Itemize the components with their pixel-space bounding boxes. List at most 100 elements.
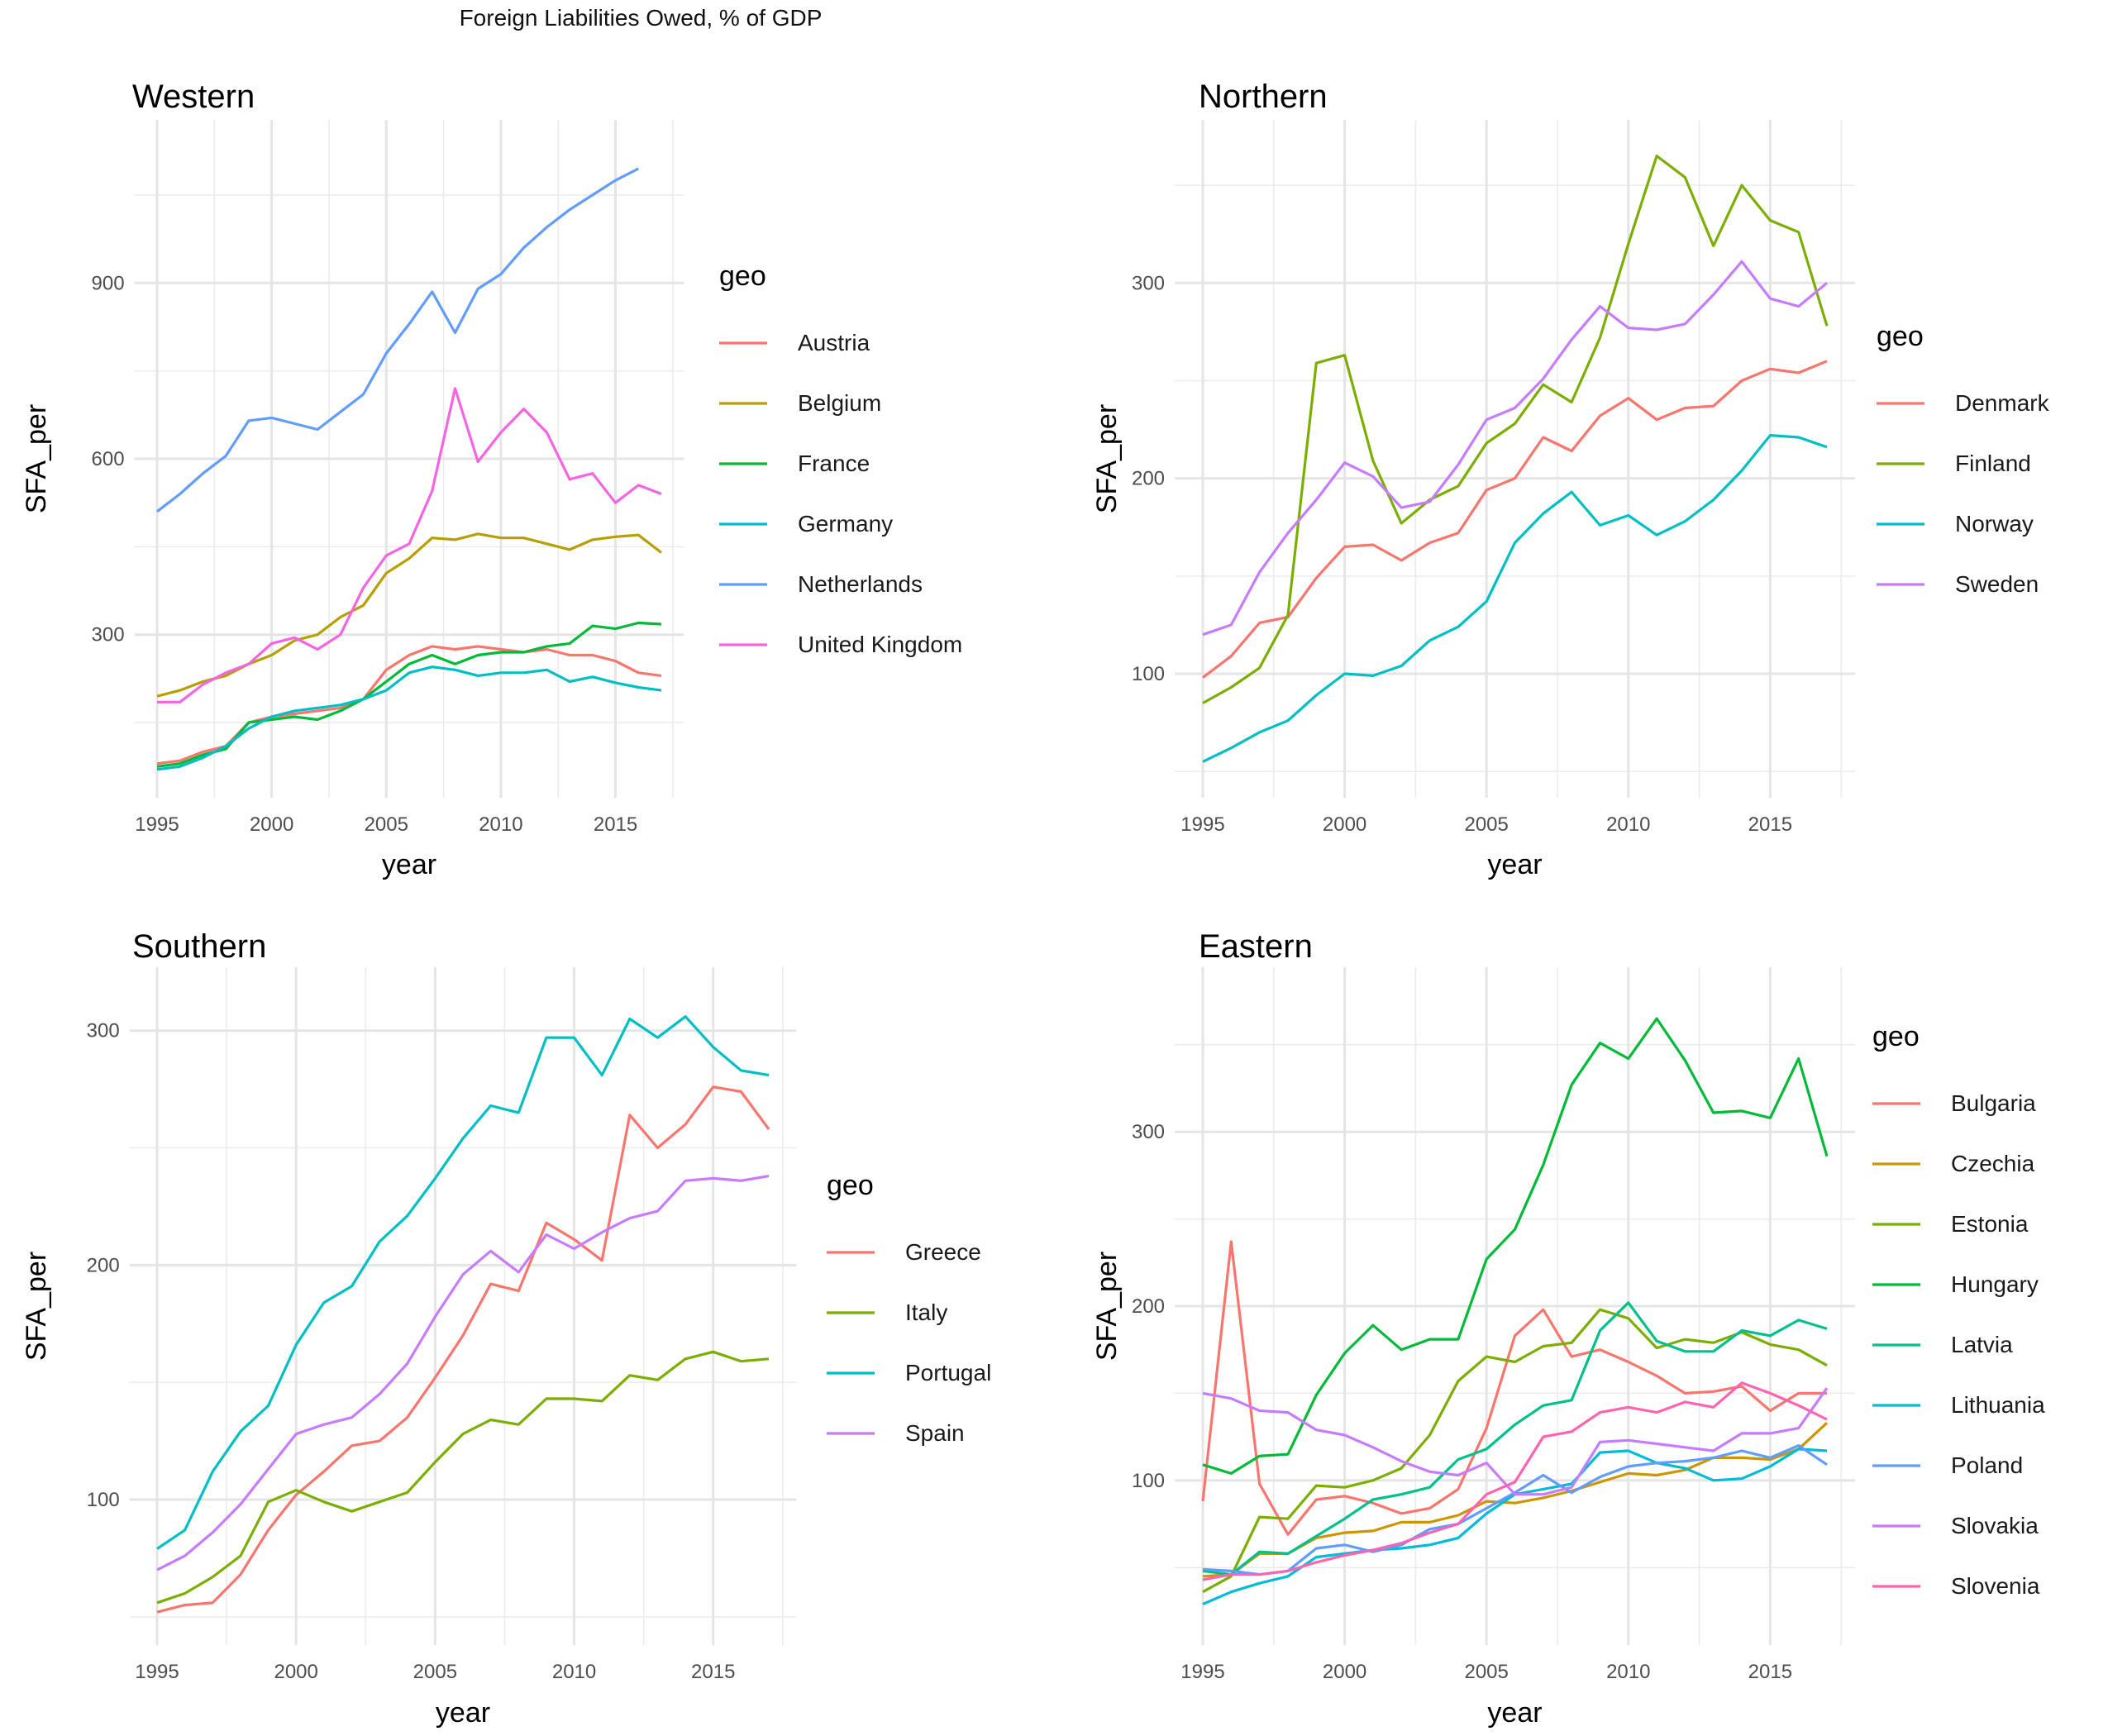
legend: geo Austria Belgium France Germany Netherland… xyxy=(719,260,962,657)
y-tick-label: 200 xyxy=(1132,1295,1165,1318)
panel-northern: 1995 2000 2005 2010 2015 100 200 300 Northern yea… xyxy=(1091,79,2050,880)
legend-label: Belgium xyxy=(798,390,881,416)
y-tick-label: 100 xyxy=(1132,663,1165,685)
x-axis-label: year xyxy=(1487,849,1542,880)
series-line-estonia xyxy=(1202,1308,1828,1594)
series-line-hungary xyxy=(1202,1017,1829,1475)
series-line-sweden xyxy=(1202,260,1829,637)
x-tick-label: 2000 xyxy=(1323,813,1366,836)
x-tick-label: 2015 xyxy=(1748,1661,1792,1683)
legend-label: Sweden xyxy=(1955,571,2039,597)
x-tick-label: 2005 xyxy=(1464,1661,1508,1683)
y-axis-label: SFA_per xyxy=(21,1252,52,1361)
x-axis-label: year xyxy=(436,1697,490,1729)
legend-label: Portugal xyxy=(905,1360,991,1385)
legend-label: Slovenia xyxy=(1951,1573,2040,1599)
series-line-netherlands xyxy=(156,167,640,513)
legend-label: Austria xyxy=(798,330,870,355)
legend-label: Finland xyxy=(1955,451,2031,476)
panel-title: Southern xyxy=(132,928,266,965)
series-line-latvia xyxy=(1202,1301,1828,1576)
x-axis-label: year xyxy=(382,849,436,880)
y-tick-label: 600 xyxy=(92,448,125,470)
legend-label: Hungary xyxy=(1951,1271,2039,1297)
y-tick-label: 300 xyxy=(92,624,125,646)
y-tick-label: 200 xyxy=(1132,468,1165,490)
x-tick-label: 1995 xyxy=(1180,1661,1224,1683)
x-tick-label: 2015 xyxy=(691,1661,735,1683)
x-tick-label: 2010 xyxy=(1606,1661,1650,1683)
series-line-norway xyxy=(1202,434,1828,763)
legend-label: Bulgaria xyxy=(1951,1090,2036,1116)
x-tick-label: 2000 xyxy=(274,1661,317,1683)
legend: geo Greece Italy Portugal Spain xyxy=(827,1170,991,1446)
legend-label: Estonia xyxy=(1951,1211,2029,1237)
y-tick-label: 200 xyxy=(87,1254,120,1276)
figure-title: Foreign Liabilities Owed, % of GDP xyxy=(459,5,823,31)
x-tick-label: 2005 xyxy=(365,813,408,836)
series-line-united-kingdom xyxy=(157,387,662,703)
panel-western: 1995 2000 2005 2010 2015 300 600 900 Western year… xyxy=(21,79,962,880)
series-line-lithuania xyxy=(1202,1447,1828,1605)
legend-title: geo xyxy=(1872,1021,1920,1052)
series-line-france xyxy=(156,621,662,768)
x-tick-label: 2005 xyxy=(1464,813,1508,836)
y-axis-label: SFA_per xyxy=(1091,404,1123,513)
panel-title: Northern xyxy=(1199,79,1328,115)
series-line-spain xyxy=(156,1175,770,1571)
legend-label: Greece xyxy=(905,1239,981,1265)
x-tick-label: 2015 xyxy=(1748,813,1792,836)
legend-label: Spain xyxy=(905,1420,965,1446)
y-tick-label: 900 xyxy=(92,272,125,294)
x-tick-label: 2010 xyxy=(479,813,522,836)
legend-label: Norway xyxy=(1955,511,2034,537)
x-tick-label: 2015 xyxy=(594,813,637,836)
x-tick-label: 2010 xyxy=(552,1661,596,1683)
y-tick-label: 300 xyxy=(87,1020,120,1042)
legend-title: geo xyxy=(1877,321,1924,352)
series-line-slovenia xyxy=(1202,1381,1828,1581)
y-axis-label: SFA_per xyxy=(1091,1252,1123,1361)
legend-label: United Kingdom xyxy=(798,632,962,657)
series-line-italy xyxy=(156,1350,770,1605)
x-tick-label: 2010 xyxy=(1606,813,1650,836)
y-tick-label: 100 xyxy=(87,1489,120,1511)
legend-label: Latvia xyxy=(1951,1332,2013,1357)
x-tick-label: 1995 xyxy=(135,1661,179,1683)
x-axis-label: year xyxy=(1487,1697,1542,1729)
legend: geo Denmark Finland Norway Sweden xyxy=(1877,321,2050,597)
y-tick-label: 100 xyxy=(1132,1470,1165,1492)
y-tick-label: 300 xyxy=(1132,272,1165,294)
legend-label: Czechia xyxy=(1951,1151,2035,1176)
series-line-denmark xyxy=(1202,360,1828,679)
legend-label: Denmark xyxy=(1955,390,2050,416)
legend-label: Germany xyxy=(798,511,893,537)
y-axis-label: SFA_per xyxy=(21,404,52,513)
x-tick-label: 1995 xyxy=(135,813,179,836)
series-line-greece xyxy=(156,1085,770,1614)
x-tick-label: 2000 xyxy=(1323,1661,1366,1683)
y-tick-label: 300 xyxy=(1132,1121,1165,1143)
legend-title: geo xyxy=(827,1170,874,1201)
series-line-bulgaria xyxy=(1201,1240,1827,1536)
legend-label: Poland xyxy=(1951,1452,2023,1478)
legend-label: France xyxy=(798,451,870,476)
legend-label: Lithuania xyxy=(1951,1392,2045,1418)
legend-title: geo xyxy=(719,260,766,292)
legend-label: Slovakia xyxy=(1951,1513,2039,1538)
panel-eastern: 1995 2000 2005 2010 2015 100 200 300 Eastern year… xyxy=(1091,928,2045,1729)
panel-southern: 1995 2000 2005 2010 2015 100 200 300 Southern yea… xyxy=(21,928,991,1729)
series-line-portugal xyxy=(156,1015,770,1550)
panel-title: Western xyxy=(132,79,255,115)
x-tick-label: 2005 xyxy=(413,1661,457,1683)
series-line-czechia xyxy=(1202,1422,1829,1578)
x-tick-label: 2000 xyxy=(250,813,293,836)
x-tick-label: 1995 xyxy=(1180,813,1224,836)
legend-label: Netherlands xyxy=(798,571,923,597)
legend-label: Italy xyxy=(905,1300,947,1325)
panel-title: Eastern xyxy=(1199,928,1313,965)
legend: geo Bulgaria Czechia Estonia Hungary Latvia Li… xyxy=(1872,1021,2045,1599)
series-line-germany xyxy=(156,665,662,771)
